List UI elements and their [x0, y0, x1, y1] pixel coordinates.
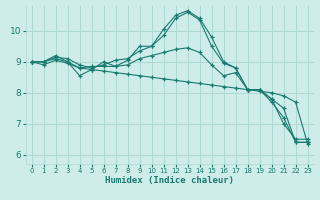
X-axis label: Humidex (Indice chaleur): Humidex (Indice chaleur)	[105, 176, 234, 185]
